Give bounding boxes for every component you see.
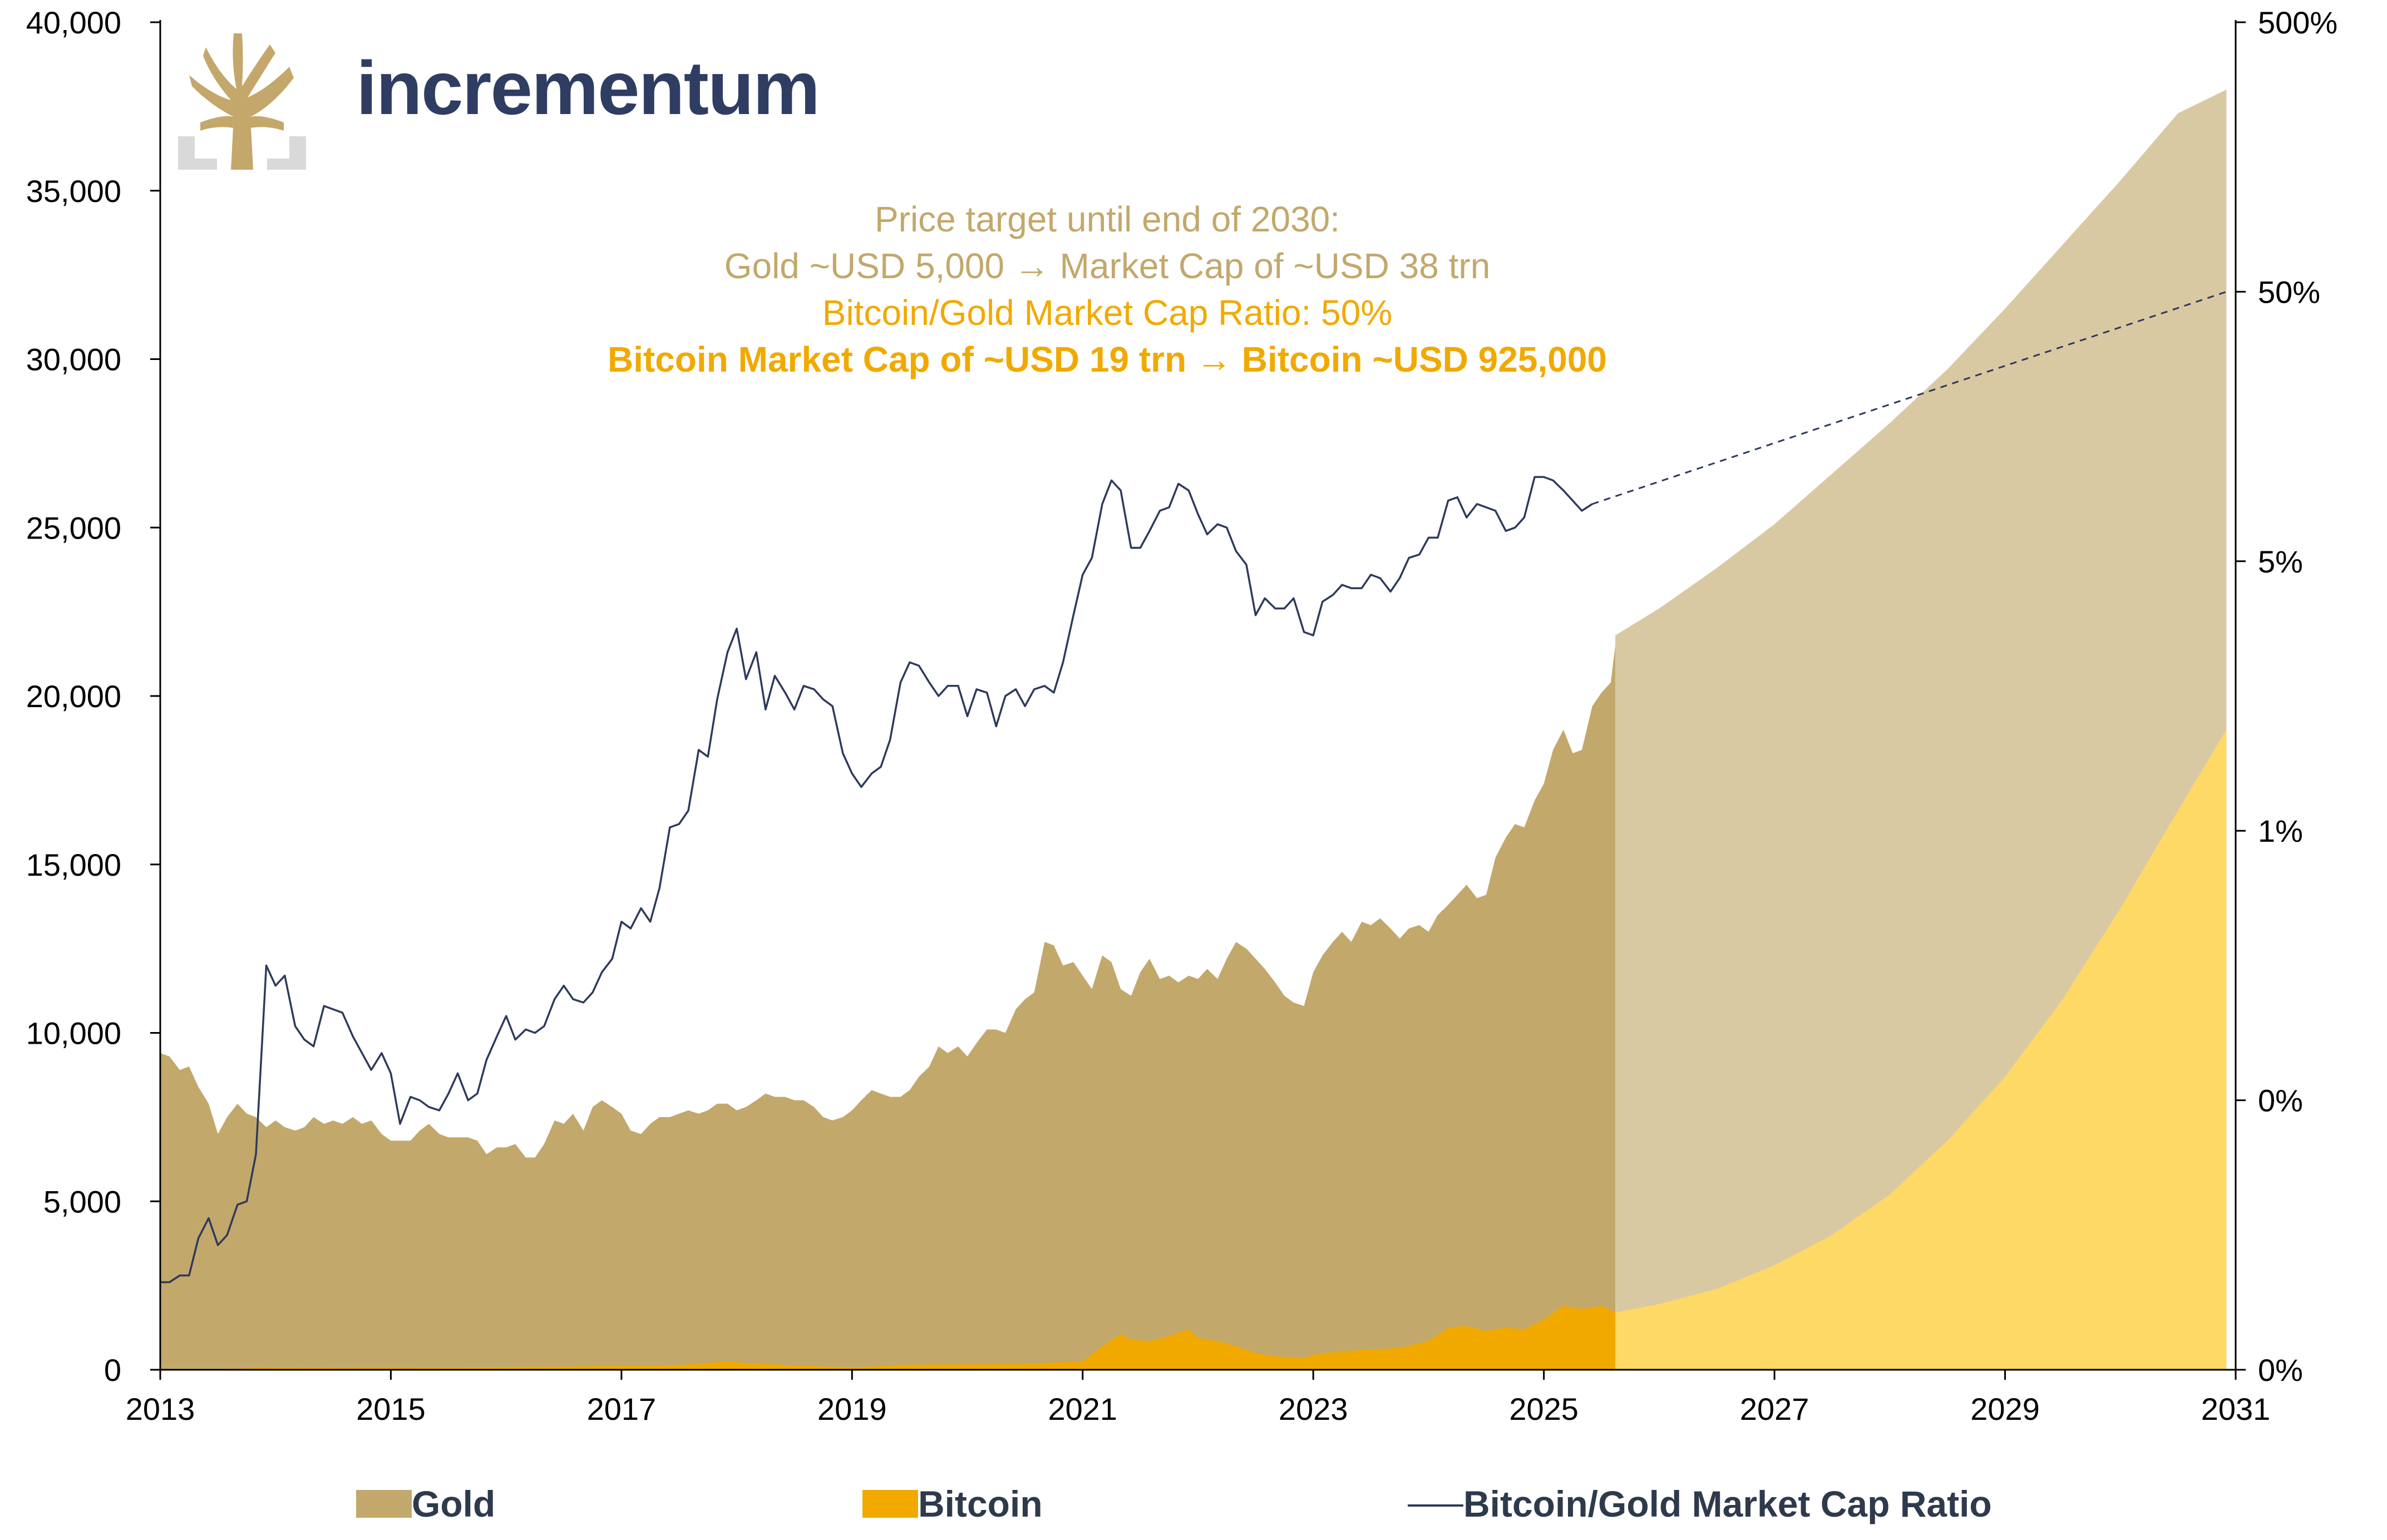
annotation-line-4: Bitcoin Market Cap of ~USD 19 trn → Bitc… [608, 339, 1607, 379]
x-axis-tick-label: 2013 [126, 1391, 195, 1427]
left-axis-tick-label: 25,000 [26, 510, 121, 545]
x-axis-tick-label: 2025 [1509, 1391, 1579, 1427]
x-axis-tick-label: 2027 [1740, 1391, 1809, 1427]
legend-label-ratio: Bitcoin/Gold Market Cap Ratio [1463, 1483, 1992, 1524]
left-axis-tick-label: 0 [104, 1353, 121, 1388]
left-axis-tick-labels: 0 5,000 10,000 15,000 20,000 25,000 30,000 35,0… [26, 5, 121, 1388]
legend-swatch-bitcoin [862, 1490, 918, 1518]
left-axis-tick-label: 5,000 [43, 1184, 121, 1219]
left-axis-tick-label: 20,000 [26, 679, 121, 714]
left-axis-tick-label: 30,000 [26, 342, 121, 377]
right-axis-tick-label: 0% [2258, 1353, 2303, 1388]
annotation-line-1: Price target until end of 2030: [875, 199, 1340, 239]
legend-item-gold: Gold [356, 1483, 495, 1524]
left-axis-tick-label: 15,000 [26, 847, 121, 882]
legend-item-ratio: Bitcoin/Gold Market Cap Ratio [1408, 1483, 1992, 1524]
bitcoin-area [160, 1306, 1616, 1370]
x-axis-tick-label: 2031 [2201, 1391, 2271, 1427]
right-axis-tick-label: 50% [2258, 274, 2320, 309]
legend-label-bitcoin: Bitcoin [918, 1483, 1043, 1524]
right-axis-tick-label: 0% [2258, 1083, 2303, 1118]
legend-label-gold: Gold [412, 1483, 495, 1524]
x-axis-tick-label: 2015 [356, 1391, 426, 1427]
bitcoin-forecast-area [1615, 729, 2227, 1370]
brand-logo: incrementum [178, 33, 820, 170]
price-target-annotation: Price target until end of 2030: Gold ~US… [608, 199, 1607, 379]
x-axis-tick-labels: 2013 2015 2017 2019 2021 2023 2025 2027 2029 2031 [126, 1391, 2271, 1427]
ratio-forecast-line [1592, 290, 2227, 505]
left-axis-tick-label: 40,000 [26, 5, 121, 40]
x-axis-tick-label: 2023 [1279, 1391, 1348, 1427]
tree-logo-icon [178, 33, 306, 170]
legend-item-bitcoin: Bitcoin [862, 1483, 1043, 1524]
annotation-line-2: Gold ~USD 5,000 → Market Cap of ~USD 38 … [724, 246, 1491, 286]
x-axis-tick-label: 2017 [587, 1391, 657, 1427]
right-axis-tick-label: 5% [2258, 544, 2303, 579]
axes [150, 20, 2246, 1380]
right-axis-tick-label: 1% [2258, 813, 2303, 848]
left-axis-tick-label: 35,000 [26, 174, 121, 209]
left-axis-tick-label: 10,000 [26, 1016, 121, 1051]
x-axis-tick-label: 2021 [1048, 1391, 1117, 1427]
plot-area [160, 90, 2227, 1370]
gold-area [160, 645, 1616, 1370]
x-axis-tick-label: 2019 [817, 1391, 887, 1427]
brand-name: incrementum [356, 46, 819, 130]
x-axis-tick-label: 2029 [1970, 1391, 2040, 1427]
annotation-line-3: Bitcoin/Gold Market Cap Ratio: 50% [822, 293, 1392, 333]
ratio-line [160, 476, 1593, 1284]
right-axis-tick-label: 500% [2258, 5, 2337, 40]
legend: Gold Bitcoin Bitcoin/Gold Market Cap Rat… [356, 1483, 1992, 1524]
legend-swatch-gold [356, 1490, 412, 1518]
right-axis-tick-labels: 0% 0% 1% 5% 50% 500% [2258, 5, 2337, 1388]
